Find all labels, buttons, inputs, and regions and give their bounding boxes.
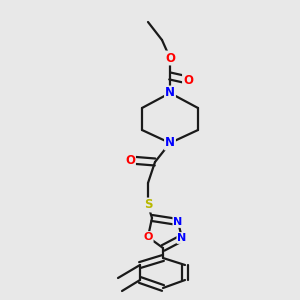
Text: N: N (177, 233, 187, 243)
Text: O: O (143, 232, 153, 242)
Text: N: N (165, 86, 175, 100)
Text: O: O (125, 154, 135, 166)
Text: N: N (173, 217, 183, 227)
Text: N: N (165, 136, 175, 149)
Text: S: S (144, 199, 152, 212)
Text: O: O (165, 52, 175, 64)
Text: O: O (183, 74, 193, 86)
